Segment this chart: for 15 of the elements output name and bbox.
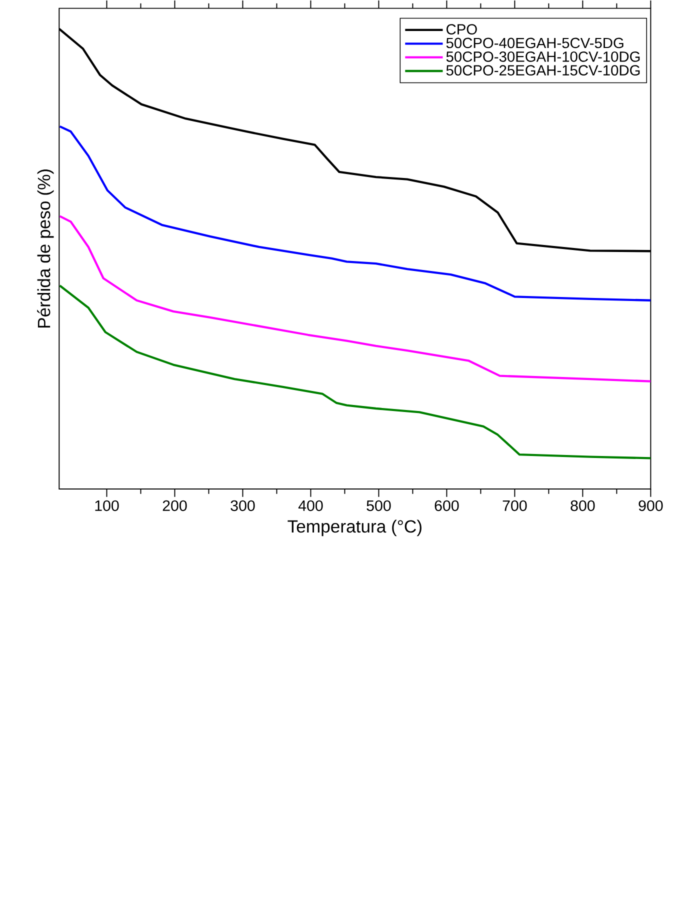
x-tick-label: 300 xyxy=(230,500,255,512)
y-axis-title: Pérdida de peso (%) xyxy=(37,170,54,328)
x-axis-title: Temperatura (°C) xyxy=(288,520,422,536)
legend-label: 50CPO-25EGAH-15CV-10DG xyxy=(446,65,640,76)
x-tick-label: 400 xyxy=(298,500,323,512)
x-tick-label: 600 xyxy=(434,500,459,512)
x-tick-label: 900 xyxy=(638,500,663,512)
x-tick-label: 100 xyxy=(95,500,119,512)
x-tick-label: 800 xyxy=(570,500,595,512)
x-tick-label: 500 xyxy=(366,500,391,512)
x-tick-label: 700 xyxy=(502,500,527,512)
legend-label: 50CPO-30EGAH-10CV-10DG xyxy=(446,51,640,62)
x-tick-label: 200 xyxy=(162,500,187,512)
legend-label: CPO xyxy=(446,24,477,35)
legend-label: 50CPO-40EGAH-5CV-5DG xyxy=(446,38,624,48)
